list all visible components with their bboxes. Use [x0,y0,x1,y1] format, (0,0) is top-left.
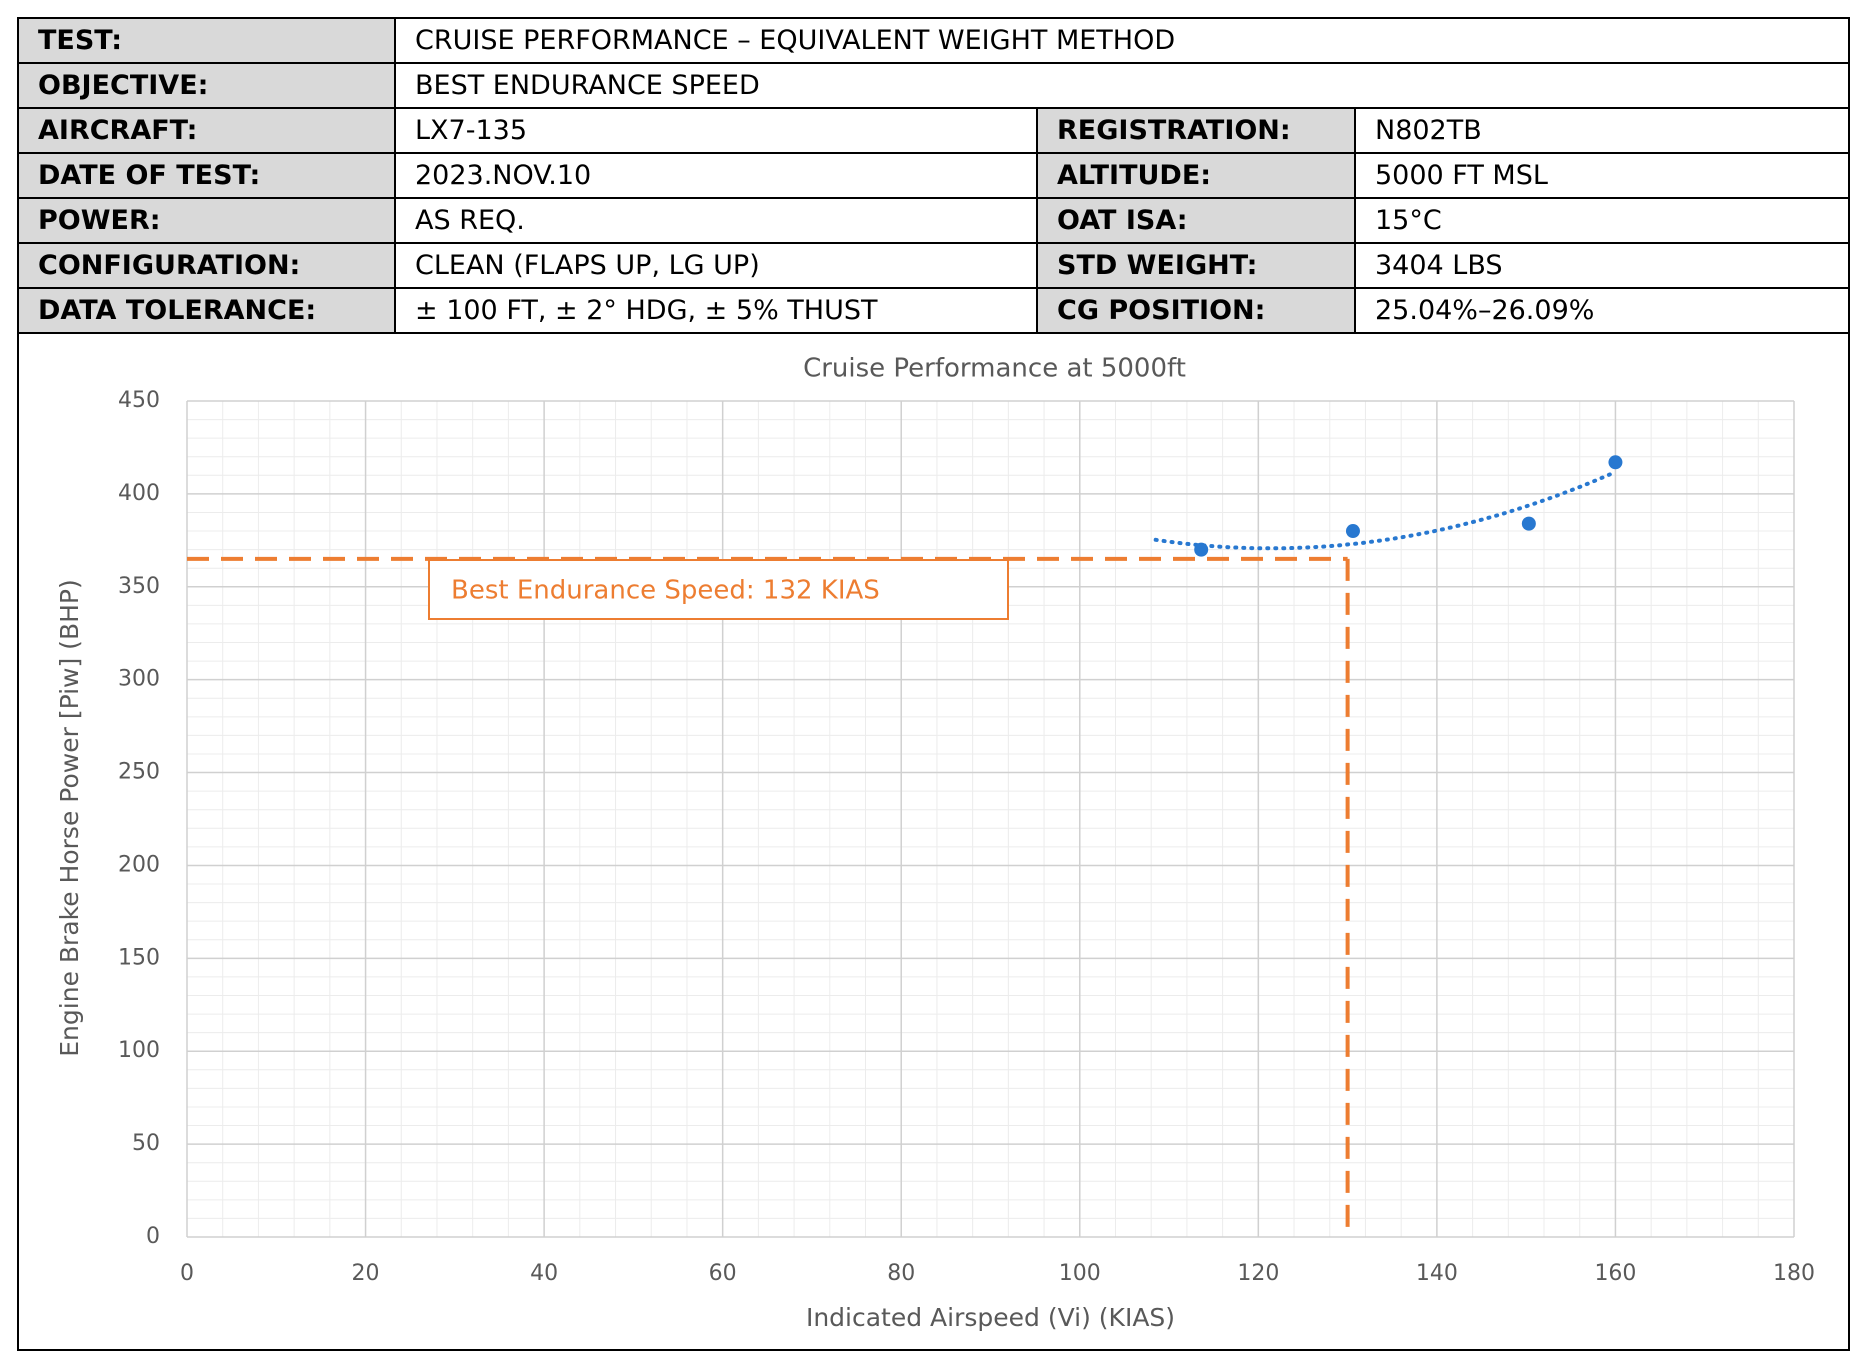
y-tick-label: 100 [118,1038,160,1063]
y-tick-label: 150 [118,945,160,970]
y-tick-label: 200 [118,852,160,877]
field-label: OBJECTIVE: [38,70,208,101]
x-tick-label: 160 [1594,1261,1636,1286]
label-cell [1036,197,1356,244]
x-tick-label: 140 [1416,1261,1458,1286]
field-value: 25.04%–26.09% [1375,295,1594,326]
field-value: LX7-135 [415,115,527,146]
field-value: 5000 FT MSL [1375,160,1548,191]
chart-title: Cruise Performance at 5000ft [803,354,1186,384]
x-tick-label: 100 [1059,1261,1101,1286]
label-cell [1036,152,1356,199]
field-label: POWER: [38,205,161,236]
label-cell [17,152,396,199]
y-axis-title: Engine Brake Horse Power [Piw] (BHP) [55,579,84,1056]
y-tick-label: 250 [118,760,160,785]
field-value: BEST ENDURANCE SPEED [415,70,760,101]
field-value: 2023.NOV.10 [415,160,591,191]
field-label: OAT ISA: [1057,205,1188,236]
x-axis-title: Indicated Airspeed (Vi) (KIAS) [806,1303,1175,1332]
x-tick-label: 20 [352,1261,380,1286]
data-point [1608,455,1623,470]
x-tick-label: 60 [709,1261,737,1286]
value-cell [1354,287,1850,334]
y-tick-label: 400 [118,481,160,506]
value-cell [1354,242,1850,289]
field-label: DATA TOLERANCE: [38,295,316,326]
label-cell [17,242,396,289]
label-cell [1036,107,1356,154]
data-point [1194,542,1209,557]
y-tick-label: 450 [118,388,160,413]
value-cell [1354,197,1850,244]
label-cell [17,107,396,154]
trendline [1153,469,1618,551]
field-value: 3404 LBS [1375,250,1503,281]
field-label: STD WEIGHT: [1057,250,1257,281]
y-tick-label: 300 [118,667,160,692]
annotation-box [428,559,1009,620]
field-value: N802TB [1375,115,1482,146]
y-tick-label: 350 [118,574,160,599]
y-tick-label: 50 [132,1131,160,1156]
field-label: CG POSITION: [1057,295,1265,326]
label-cell [17,197,396,244]
data-point [1521,516,1536,531]
label-cell [1036,242,1356,289]
x-tick-label: 80 [887,1261,915,1286]
x-tick-label: 120 [1237,1261,1279,1286]
field-value: ± 100 FT, ± 2° HDG, ± 5% THUST [415,295,878,326]
label-cell [17,17,396,64]
field-value: 15°C [1375,205,1442,236]
data-point [1345,524,1360,539]
field-label: TEST: [38,25,122,56]
x-tick-label: 180 [1773,1261,1815,1286]
field-value: CLEAN (FLAPS UP, LG UP) [415,250,760,281]
field-label: AIRCRAFT: [38,115,197,146]
annotation: Best Endurance Speed: 132 KIAS [451,576,880,606]
field-value: AS REQ. [415,205,525,236]
label-cell [17,287,396,334]
value-cell [394,287,1038,334]
field-label: CONFIGURATION: [38,250,300,281]
field-label: ALTITUDE: [1057,160,1211,191]
field-label: REGISTRATION: [1057,115,1291,146]
y-tick-label: 0 [146,1224,160,1249]
x-tick-label: 40 [530,1261,558,1286]
field-label: DATE OF TEST: [38,160,260,191]
x-tick-label: 0 [180,1261,194,1286]
field-value: CRUISE PERFORMANCE – EQUIVALENT WEIGHT M… [415,25,1175,56]
value-cell [394,242,1038,289]
